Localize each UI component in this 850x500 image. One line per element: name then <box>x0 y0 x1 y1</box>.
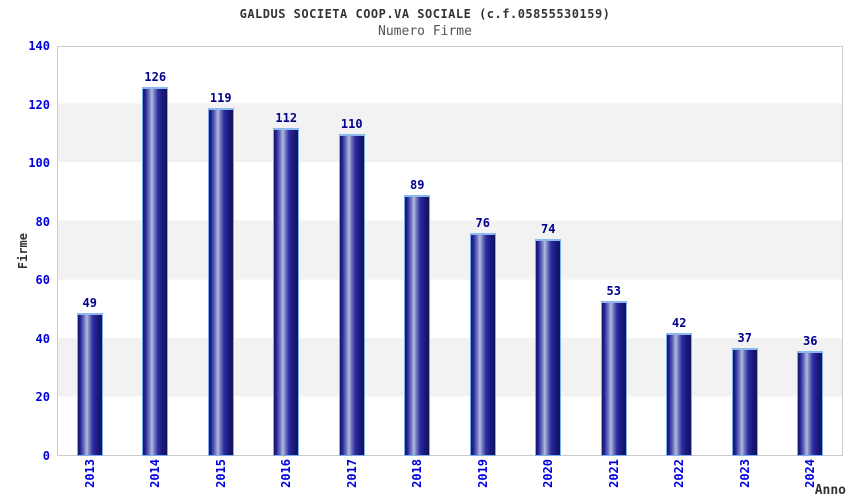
x-tick-slot: 2019 <box>450 459 516 499</box>
x-axis-ticks: 2013 2014 2015 2016 2017 2018 2019 2020 2021 2022… <box>57 459 843 499</box>
x-tick-slot: 2017 <box>319 459 385 499</box>
y-tick-label: 60 <box>35 273 50 288</box>
bar-slot-2014: 126 <box>123 46 189 456</box>
bar-value-label: 36 <box>803 333 818 348</box>
x-tick-label: 2019 <box>475 459 490 488</box>
x-tick-label: 2015 <box>213 459 228 488</box>
bar-slot-2015: 119 <box>188 46 254 456</box>
bar-slot-2023: 37 <box>712 46 778 456</box>
x-tick-label: 2020 <box>541 459 556 488</box>
bar-slot-2022: 42 <box>647 46 713 456</box>
x-tick-slot: 2022 <box>647 459 713 499</box>
y-tick-label: 140 <box>28 39 50 53</box>
bar-slot-2019: 76 <box>450 46 516 456</box>
bar-2019 <box>469 233 496 456</box>
y-tick-label: 100 <box>28 156 50 171</box>
bar-slot-2017: 110 <box>319 46 385 456</box>
x-tick-label: 2013 <box>82 459 97 488</box>
x-tick-slot: 2014 <box>123 459 189 499</box>
bar-2020 <box>535 239 562 456</box>
bar-value-label: 74 <box>541 222 556 237</box>
chart-title: GALDUS SOCIETA COOP.VA SOCIALE (c.f.0585… <box>239 7 611 21</box>
bar-value-label: 76 <box>475 216 490 231</box>
bar-value-label: 37 <box>737 330 752 345</box>
bar-2022 <box>666 333 693 456</box>
x-axis-title: Anno <box>814 483 846 498</box>
y-tick-label: 40 <box>35 331 50 346</box>
x-tick-slot: 2021 <box>581 459 647 499</box>
bar-2016 <box>273 128 300 456</box>
bar-value-label: 110 <box>340 116 363 131</box>
bar-slot-2024: 36 <box>778 46 844 456</box>
x-tick-label: 2022 <box>672 459 687 488</box>
bar-2013 <box>76 312 103 456</box>
bar-slot-2021: 53 <box>581 46 647 456</box>
bars-container: 49 126 119 112 110 89 76 74 53 42 37 36 <box>57 46 843 456</box>
x-tick-slot: 2020 <box>516 459 582 499</box>
y-axis-title-box: Firme <box>16 46 30 456</box>
bar-2017 <box>338 133 365 456</box>
x-tick-slot: 2018 <box>385 459 451 499</box>
x-tick-label: 2023 <box>737 459 752 488</box>
chart-subtitle: Numero Firme <box>378 24 472 39</box>
y-tick-label: 0 <box>42 449 50 463</box>
y-tick-label: 20 <box>35 390 50 405</box>
bar-2014 <box>142 87 169 456</box>
bar-value-label: 42 <box>672 316 687 330</box>
x-tick-label: 2021 <box>606 459 621 488</box>
y-tick-label: 80 <box>35 214 50 229</box>
x-tick-label: 2016 <box>279 459 294 488</box>
x-tick-slot: 2016 <box>254 459 320 499</box>
bar-value-label: 53 <box>606 283 621 298</box>
bar-value-label: 112 <box>275 111 298 125</box>
bar-2015 <box>207 107 234 456</box>
bar-slot-2018: 89 <box>385 46 451 456</box>
bar-value-label: 89 <box>410 178 425 193</box>
x-tick-label: 2014 <box>148 459 163 488</box>
x-tick-slot: 2023 <box>712 459 778 499</box>
bar-2018 <box>404 195 431 456</box>
y-axis-title: Firme <box>16 232 30 270</box>
bar-slot-2013: 49 <box>57 46 123 456</box>
bar-value-label: 126 <box>144 70 167 84</box>
y-tick-label: 120 <box>28 97 50 112</box>
bar-2023 <box>731 347 758 456</box>
x-tick-slot: 2013 <box>57 459 123 499</box>
plot-area <box>57 46 843 456</box>
x-tick-label: 2017 <box>344 459 359 488</box>
bar-slot-2020: 74 <box>516 46 582 456</box>
bar-2024 <box>797 350 824 456</box>
bar-value-label: 49 <box>82 295 97 310</box>
x-tick-label: 2018 <box>410 459 425 488</box>
bar-slot-2016: 112 <box>254 46 320 456</box>
bar-value-label: 119 <box>209 90 232 105</box>
bar-2021 <box>600 300 627 456</box>
x-tick-slot: 2015 <box>188 459 254 499</box>
